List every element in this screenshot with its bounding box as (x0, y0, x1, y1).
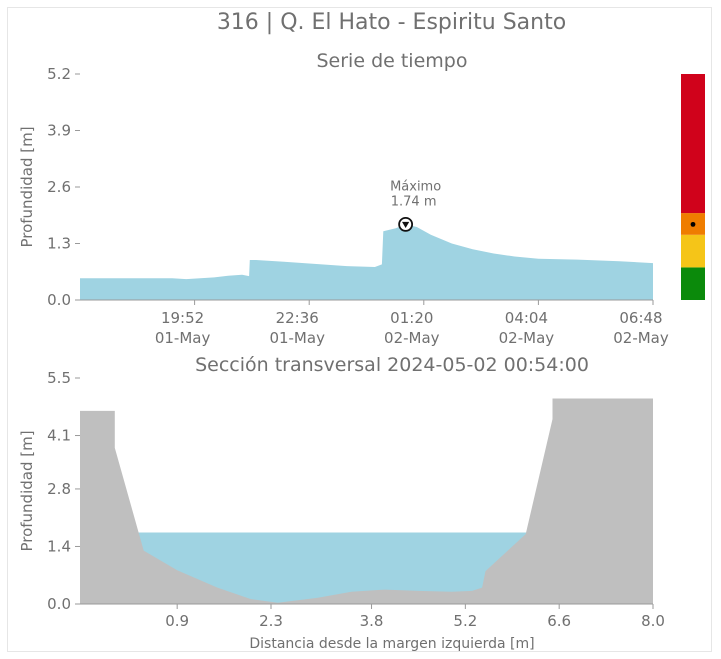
figure-frame (7, 7, 712, 652)
x-tick-label: 3.8 (360, 612, 384, 630)
y-tick-label: 2.6 (47, 178, 71, 196)
cross-section-title: Sección transversal 2024-05-02 00:54:00 (195, 354, 589, 376)
figure-title: 316 | Q. El Hato - Espiritu Santo (216, 10, 567, 35)
x-tick-label: 2.3 (259, 612, 283, 630)
y-tick-label: 1.3 (47, 235, 71, 253)
x-tick-label: 8.0 (641, 612, 665, 630)
ground-profile-area (80, 398, 653, 604)
max-annotation-label: Máximo (390, 179, 441, 194)
max-annotation-value: 1.74 m (391, 194, 437, 209)
x-tick-label-date: 02-May (499, 329, 555, 347)
y-tick-label: 5.5 (47, 369, 71, 387)
current-level-dot (690, 221, 696, 227)
time-series-chart: Serie de tiempo Profundidad [m] 0.0 1.3 2.… (18, 50, 705, 347)
cross-section-x-axis-label: Distancia desde la margen izquierda [m] (249, 636, 534, 652)
time-series-title: Serie de tiempo (317, 50, 468, 72)
y-tick-label: 4.1 (47, 427, 71, 445)
alert-level-segment (681, 74, 705, 214)
time-series-area-layer (80, 224, 653, 300)
x-tick-label-time: 04:04 (505, 309, 548, 327)
x-tick-label: 6.6 (547, 612, 571, 630)
y-tick-label: 1.4 (47, 537, 71, 555)
x-tick-label: 5.2 (453, 612, 477, 630)
x-tick-label-time: 22:36 (276, 309, 319, 327)
x-tick-label-date: 02-May (613, 329, 669, 347)
max-marker-triangle-icon (402, 221, 410, 228)
time-series-axes: 0.0 1.3 2.6 3.9 5.2 19:52 01-May 22:36 01-May 01:… (47, 65, 669, 347)
x-tick-label-time: 06:48 (619, 309, 662, 327)
x-tick-label-date: 01-May (155, 329, 211, 347)
x-tick-label-date: 01-May (269, 329, 325, 347)
y-tick-label: 0.0 (47, 595, 71, 613)
x-tick-label: 0.9 (165, 612, 189, 630)
alert-level-segment (681, 234, 705, 268)
y-tick-label: 2.8 (47, 480, 71, 498)
cross-section-axes: 0.0 1.4 2.8 4.1 5.5 0.9 2.3 3.8 5.2 6.6 8.0 (47, 369, 665, 630)
y-tick-label: 3.9 (47, 122, 71, 140)
alert-level-bar (681, 74, 705, 300)
cross-section-y-axis-label: Profundidad [m] (18, 430, 36, 551)
x-tick-label-time: 01:20 (390, 309, 433, 327)
y-tick-label: 5.2 (47, 65, 71, 83)
depth-series-area (80, 224, 653, 300)
y-tick-label: 0.0 (47, 291, 71, 309)
x-tick-label-time: 19:52 (161, 309, 204, 327)
cross-section-area-layer (80, 398, 653, 604)
alert-level-segment (681, 267, 705, 300)
time-series-y-axis-label: Profundidad [m] (18, 126, 36, 247)
x-tick-label-date: 02-May (384, 329, 440, 347)
cross-section-chart: Sección transversal 2024-05-02 00:54:00 … (18, 354, 665, 652)
